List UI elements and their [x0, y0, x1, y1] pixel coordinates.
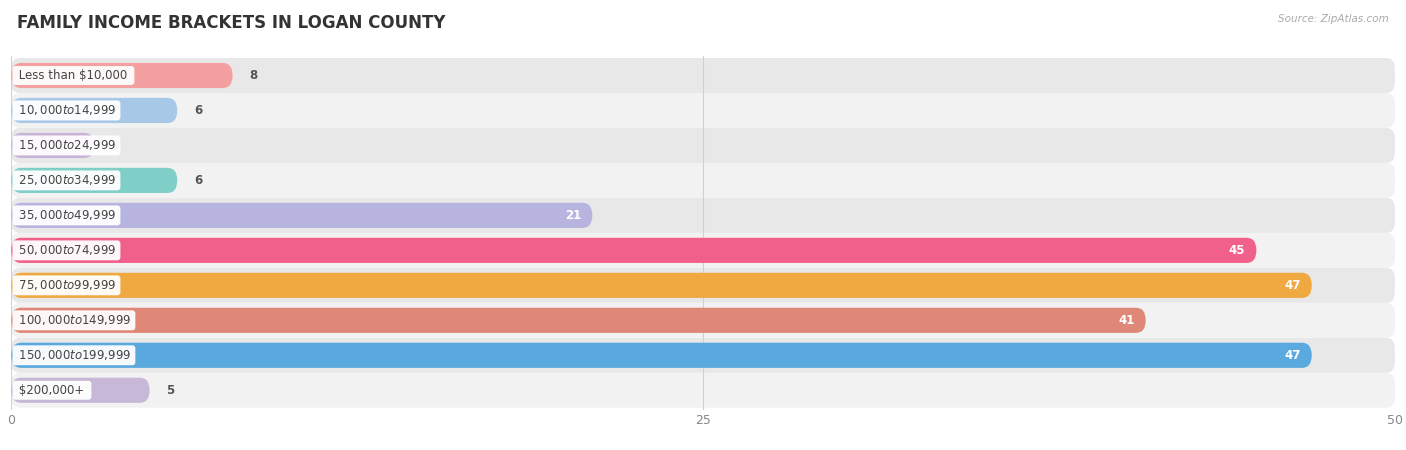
FancyBboxPatch shape	[11, 343, 1312, 368]
FancyBboxPatch shape	[11, 133, 94, 158]
Text: 47: 47	[1284, 349, 1301, 362]
FancyBboxPatch shape	[11, 308, 1146, 333]
Text: 8: 8	[249, 69, 257, 82]
FancyBboxPatch shape	[11, 378, 149, 403]
Text: 5: 5	[166, 384, 174, 397]
FancyBboxPatch shape	[11, 63, 232, 88]
Text: $75,000 to $99,999: $75,000 to $99,999	[15, 279, 118, 292]
FancyBboxPatch shape	[11, 58, 1395, 93]
Text: 6: 6	[194, 174, 202, 187]
Text: Less than $10,000: Less than $10,000	[15, 69, 131, 82]
FancyBboxPatch shape	[11, 273, 1312, 298]
FancyBboxPatch shape	[11, 203, 592, 228]
Text: 47: 47	[1284, 279, 1301, 292]
FancyBboxPatch shape	[11, 303, 1395, 338]
Text: Source: ZipAtlas.com: Source: ZipAtlas.com	[1278, 14, 1389, 23]
FancyBboxPatch shape	[11, 168, 177, 193]
Text: 45: 45	[1229, 244, 1246, 257]
Text: $100,000 to $149,999: $100,000 to $149,999	[15, 313, 132, 327]
Text: $25,000 to $34,999: $25,000 to $34,999	[15, 173, 118, 187]
Text: $10,000 to $14,999: $10,000 to $14,999	[15, 104, 118, 117]
Text: 6: 6	[194, 104, 202, 117]
Text: 21: 21	[565, 209, 581, 222]
Text: $150,000 to $199,999: $150,000 to $199,999	[15, 348, 132, 362]
Text: 3: 3	[111, 139, 120, 152]
Text: FAMILY INCOME BRACKETS IN LOGAN COUNTY: FAMILY INCOME BRACKETS IN LOGAN COUNTY	[17, 14, 446, 32]
Text: $15,000 to $24,999: $15,000 to $24,999	[15, 139, 118, 153]
Text: $200,000+: $200,000+	[15, 384, 89, 397]
FancyBboxPatch shape	[11, 373, 1395, 408]
FancyBboxPatch shape	[11, 238, 1257, 263]
FancyBboxPatch shape	[11, 268, 1395, 303]
FancyBboxPatch shape	[11, 198, 1395, 233]
FancyBboxPatch shape	[11, 338, 1395, 373]
Text: $35,000 to $49,999: $35,000 to $49,999	[15, 208, 118, 222]
FancyBboxPatch shape	[11, 128, 1395, 163]
FancyBboxPatch shape	[11, 163, 1395, 198]
Text: 41: 41	[1118, 314, 1135, 327]
FancyBboxPatch shape	[11, 233, 1395, 268]
Text: $50,000 to $74,999: $50,000 to $74,999	[15, 243, 118, 257]
FancyBboxPatch shape	[11, 93, 1395, 128]
FancyBboxPatch shape	[11, 98, 177, 123]
